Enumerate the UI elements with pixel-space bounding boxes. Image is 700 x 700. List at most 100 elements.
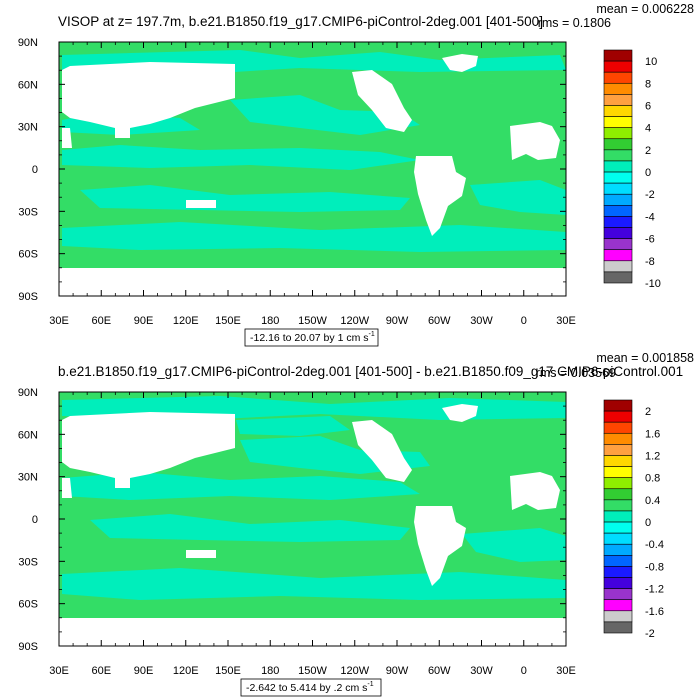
colorbar-swatch — [603, 160, 633, 173]
colorbar-label: 0 — [645, 167, 651, 179]
y-tick-label: 60N — [18, 429, 38, 441]
colorbar-swatch — [603, 610, 633, 623]
panel-1-range-label: -12.16 to 20.07 by 1 cm s-1 — [250, 331, 375, 344]
y-tick-label: 0 — [32, 514, 38, 526]
colorbar-swatch — [603, 271, 633, 284]
panel-2-rms: rms = 0.03569 — [536, 366, 616, 380]
colorbar-swatch — [603, 260, 633, 273]
x-tick-label: 30E — [556, 665, 576, 677]
x-tick-label: 60W — [428, 315, 451, 327]
panel-2-land-south-america — [414, 506, 466, 586]
colorbar-label: -6 — [645, 234, 655, 246]
panel-2-land-eurasia — [62, 412, 235, 488]
colorbar-swatch — [603, 477, 633, 490]
colorbar-label: -1.6 — [645, 606, 664, 618]
colorbar-swatch — [603, 543, 633, 556]
panel-2-axis-ticks: 30E 60E 90E 120E 150E 180 150W 120W 90W 60W 30W 0 30… — [18, 387, 576, 677]
x-tick-label: 120W — [340, 315, 369, 327]
panel-1-rms: rms = 0.1806 — [538, 16, 611, 30]
x-tick-label: 90W — [386, 665, 409, 677]
colorbar-swatch — [603, 227, 633, 239]
y-tick-label: 60S — [18, 599, 38, 611]
colorbar-swatch — [603, 238, 633, 251]
panel-1-contour-band — [80, 185, 410, 212]
panel-1-title: VISOP at z= 197.7m, b.e21.B1850.f19_g17.… — [58, 14, 543, 29]
panel-2-range-label: -2.642 to 5.414 by .2 cm s-1 — [246, 681, 374, 694]
x-tick-label: 30E — [556, 315, 576, 327]
colorbar-swatch — [603, 577, 633, 589]
colorbar-label: 8 — [645, 78, 651, 90]
panel-2-contour-band — [236, 416, 350, 436]
colorbar-swatch — [603, 510, 633, 523]
panel-1-land-africa — [510, 122, 560, 160]
colorbar-swatch — [603, 410, 633, 423]
colorbar-label: -8 — [645, 256, 655, 268]
y-tick-label: 90S — [18, 291, 38, 303]
y-tick-label: 60S — [18, 249, 38, 261]
panel-1-colorbar: 10 8 6 4 2 0 -2 -4 -6 -8 -10 — [603, 49, 661, 290]
panel-1-axis-ticks: 30E 60E 90E 120E 150E 180 150W 120W 90W 60W 30W 0 30… — [18, 37, 576, 327]
x-tick-label: 30W — [470, 665, 493, 677]
x-tick-label: 120E — [173, 665, 199, 677]
y-tick-label: 30N — [18, 472, 38, 484]
panel-2-land-borneo — [186, 550, 216, 558]
colorbar-swatch — [603, 421, 633, 434]
panel-1-mean: mean = 0.006228 — [596, 2, 694, 16]
colorbar-swatch — [603, 182, 633, 195]
x-tick-label: 120W — [340, 665, 369, 677]
colorbar-label: 1.2 — [645, 450, 660, 462]
panel-1-contour-band — [230, 95, 420, 135]
colorbar-swatch — [603, 532, 633, 545]
x-tick-label: 30W — [470, 315, 493, 327]
x-tick-label: 150E — [215, 315, 241, 327]
x-tick-label: 0 — [521, 665, 527, 677]
y-tick-label: 30S — [18, 206, 38, 218]
panel-2-land-africa — [510, 472, 560, 510]
panel-1: VISOP at z= 197.7m, b.e21.B1850.f19_g17.… — [18, 2, 694, 347]
colorbar-label: 10 — [645, 56, 657, 68]
x-tick-label: 90E — [134, 315, 154, 327]
colorbar-swatch — [603, 105, 633, 117]
panel-2-contour-band — [62, 472, 420, 500]
colorbar-swatch — [603, 205, 633, 217]
y-tick-label: 30N — [18, 122, 38, 134]
colorbar-label: 2 — [645, 145, 651, 157]
x-tick-label: 30E — [49, 315, 69, 327]
panel-1-contour-band — [62, 222, 566, 252]
panel-2-land-north-america — [352, 420, 412, 482]
y-tick-label: 90N — [18, 37, 38, 49]
colorbar-label: 0 — [645, 517, 651, 529]
colorbar-swatch — [603, 82, 633, 95]
colorbar-label: 4 — [645, 123, 651, 135]
colorbar-swatch — [603, 455, 633, 467]
colorbar-label: 6 — [645, 100, 651, 112]
colorbar-label: -4 — [645, 211, 655, 223]
panel-2-land-arabia-edge — [62, 478, 72, 498]
colorbar-swatch — [603, 499, 633, 512]
panel-1-contour-band — [470, 180, 566, 215]
colorbar-swatch — [603, 249, 633, 262]
panel-1-field — [59, 42, 566, 296]
panel-1-land-greenland — [442, 54, 478, 72]
x-tick-label: 60E — [91, 315, 111, 327]
colorbar-label: -1.2 — [645, 584, 664, 596]
panel-2-mean: mean = 0.001858 — [596, 351, 694, 365]
x-tick-label: 60W — [428, 665, 451, 677]
colorbar-swatch — [603, 149, 633, 162]
colorbar-swatch — [603, 216, 633, 228]
colorbar-swatch — [603, 432, 633, 445]
x-tick-label: 90E — [134, 665, 154, 677]
panel-2-land-greenland — [442, 404, 478, 422]
panel-2-range-box — [240, 678, 382, 697]
x-tick-label: 180 — [261, 665, 279, 677]
x-tick-label: 90W — [386, 315, 409, 327]
colorbar-swatch — [603, 588, 633, 601]
colorbar-label: 0.8 — [645, 473, 660, 485]
colorbar-swatch — [603, 566, 633, 578]
colorbar-swatch — [603, 49, 633, 62]
panel-2-colorbar: 2 1.6 1.2 0.8 0.4 0 -0.4 -0.8 -1.2 -1.6 -2 — [603, 399, 664, 640]
y-tick-label: 90N — [18, 387, 38, 399]
x-tick-label: 150W — [298, 665, 327, 677]
panel-1-range-box — [244, 328, 379, 347]
colorbar-swatch — [603, 60, 633, 73]
